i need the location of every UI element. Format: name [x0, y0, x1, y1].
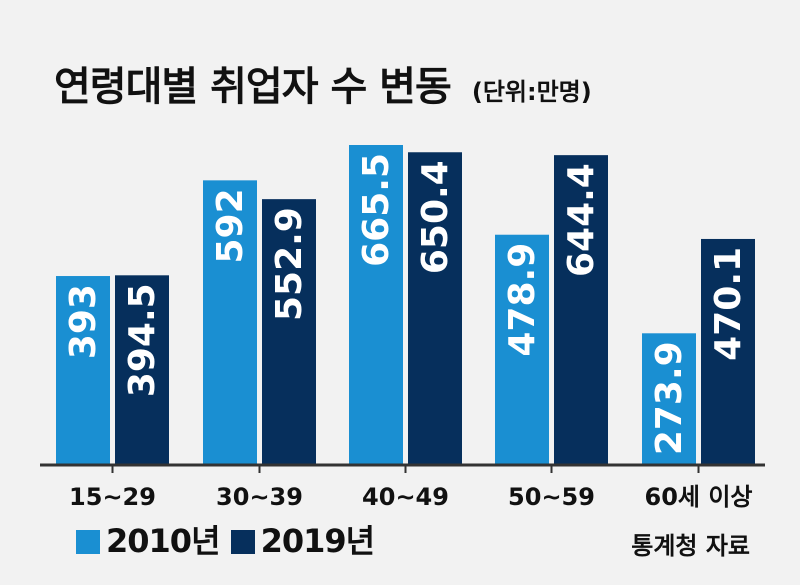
data-label-2019-2: 650.4: [415, 160, 456, 274]
chart-title: 연령대별 취업자 수 변동: [54, 64, 452, 110]
x-tick-label-4: 60세 이상: [645, 483, 753, 511]
bar-2010-1: [203, 180, 257, 465]
unit-label: (단위:만명): [471, 78, 592, 106]
data-label-2019-3: 644.4: [561, 163, 602, 277]
data-label-2010-0: 393: [63, 284, 104, 359]
bar-2019-2: [408, 152, 462, 465]
x-tick-label-3: 50~59: [508, 483, 595, 511]
legend-item-2010: 2010년: [76, 516, 221, 562]
bar-2010-2: [349, 145, 403, 465]
data-label-2019-4: 470.1: [708, 247, 749, 361]
source-note: 통계청 자료: [631, 532, 750, 560]
legend: 2010년 2019년: [76, 516, 380, 560]
legend-item-2019: 2019년: [230, 516, 376, 562]
legend-swatch-2019: [230, 530, 255, 554]
data-label-2010-4: 273.9: [649, 341, 690, 455]
x-tick-label-0: 15~29: [69, 483, 156, 511]
legend-label-2010: 2010년: [106, 522, 221, 560]
bar-2019-4: [701, 238, 755, 465]
bar-2010-3: [495, 234, 549, 465]
bar-2010-4: [642, 333, 696, 465]
chart-header: 연령대별 취업자 수 변동 (단위:만명): [54, 54, 592, 114]
data-label-2010-2: 665.5: [356, 153, 397, 267]
bar-2019-3: [554, 155, 608, 465]
data-label-2019-0: 394.5: [122, 283, 163, 397]
legend-swatch-2010: [76, 530, 100, 554]
legend-label-2019: 2019년: [260, 522, 376, 560]
x-tick-label-1: 30~39: [216, 483, 303, 511]
bar-2019-0: [115, 275, 169, 465]
x-tick-label-2: 40~49: [362, 483, 449, 511]
bar-2010-0: [56, 276, 110, 465]
data-label-2010-3: 478.9: [502, 243, 543, 357]
data-label-2019-1: 552.9: [269, 207, 310, 321]
data-label-2010-1: 592: [210, 188, 251, 263]
bar-2019-1: [262, 199, 316, 465]
